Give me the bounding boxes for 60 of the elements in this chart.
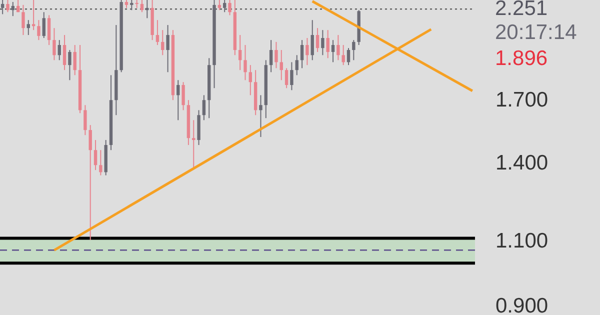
candlestick <box>32 0 36 31</box>
candlestick <box>352 40 356 61</box>
candlestick <box>42 12 46 38</box>
candlestick <box>99 150 102 176</box>
candlestick <box>26 20 30 36</box>
candlestick <box>52 28 56 61</box>
candlestick <box>290 62 294 91</box>
candlestick <box>202 94 206 121</box>
candlestick <box>176 80 180 121</box>
candlestick <box>280 50 283 81</box>
text: 20:17:14 <box>495 21 578 44</box>
candlestick <box>248 64 252 96</box>
candlestick <box>161 30 164 56</box>
candlestick <box>274 41 278 69</box>
candlestick <box>326 30 330 59</box>
candlestick <box>68 50 72 81</box>
candlestick <box>84 104 87 136</box>
candlestick <box>73 44 76 76</box>
candlestick <box>16 0 20 13</box>
candlestick <box>310 20 314 61</box>
candlestick <box>342 44 345 66</box>
candlestick <box>306 37 309 66</box>
candlestick <box>244 44 247 81</box>
candlestick <box>6 0 10 13</box>
candlestick <box>130 0 134 11</box>
candlestick <box>22 4 25 36</box>
candlestick <box>62 34 66 71</box>
text: 1.896 <box>495 47 548 70</box>
candlestick <box>284 68 288 89</box>
candlestick <box>346 48 350 66</box>
y-tick-label: 1.700 <box>496 88 548 112</box>
candlestick <box>321 30 324 56</box>
y-tick-label: 0.900 <box>496 294 548 315</box>
candlestick <box>88 124 92 241</box>
candlestick <box>269 40 273 73</box>
candlestick <box>259 94 262 138</box>
candlestick <box>140 0 144 13</box>
candlestick <box>295 54 298 76</box>
candlestick <box>58 40 61 61</box>
candlestick <box>336 34 340 61</box>
candlestick <box>316 28 320 52</box>
candlestick <box>47 14 51 46</box>
candlestick <box>11 1 15 17</box>
candlestick <box>94 140 98 171</box>
y-tick-label: 1.100 <box>496 230 548 253</box>
candlestick <box>300 40 304 69</box>
ref-line-label: 2.251 <box>495 0 548 20</box>
candlestick <box>135 0 138 8</box>
candlestick <box>37 20 40 41</box>
candlestick <box>192 120 196 169</box>
candlestick <box>228 0 232 16</box>
candlestick <box>182 82 185 111</box>
candlestick <box>0 0 4 15</box>
candlestick <box>331 40 335 63</box>
candlestick <box>218 0 222 11</box>
candlestick <box>238 34 242 71</box>
y-tick-label: 1.400 <box>496 152 548 175</box>
candlestick <box>156 20 160 46</box>
candlestick <box>222 0 226 13</box>
candlestick <box>166 24 170 73</box>
